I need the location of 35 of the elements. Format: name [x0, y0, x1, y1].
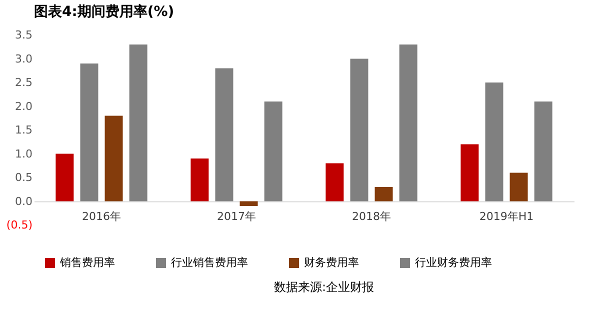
bar: [56, 154, 74, 202]
bar: [534, 102, 552, 202]
y-tick-label: 3.0: [15, 52, 32, 66]
y-tick-label: 0.5: [15, 171, 32, 184]
bar: [326, 163, 344, 202]
bar: [399, 44, 418, 202]
bar: [190, 158, 209, 202]
y-tick-label: 2.0: [15, 100, 32, 113]
legend-label: 销售费用率: [59, 256, 115, 269]
y-tick-label: 1.0: [15, 147, 32, 160]
chart-title: 图表4:期间费用率(%): [34, 3, 174, 20]
bar: [510, 172, 528, 202]
x-tick-label: 2016年: [82, 210, 121, 223]
bar: [460, 144, 479, 202]
bar: [129, 44, 148, 202]
legend-label: 行业财务费用率: [415, 256, 492, 269]
x-tick-label: 2018年: [352, 210, 391, 223]
source-note: 数据来源:企业财报: [274, 280, 374, 294]
bar: [240, 201, 258, 206]
y-tick-label: 3.5: [15, 28, 32, 42]
bar: [104, 116, 123, 202]
bar: [374, 187, 393, 202]
x-tick-label: 2019年H1: [479, 210, 534, 223]
bar: [264, 102, 282, 202]
bar: [350, 58, 368, 202]
legend-label: 财务费用率: [304, 256, 359, 269]
y-tick-label: (0.5): [6, 218, 32, 232]
x-tick-label: 2017年: [217, 210, 256, 223]
legend-label: 行业销售费用率: [171, 256, 248, 269]
y-tick-label: 1.5: [15, 124, 32, 136]
bar: [215, 68, 234, 202]
y-tick-label: 0.0: [15, 194, 32, 208]
bar: [485, 82, 504, 202]
bar: [80, 64, 98, 202]
y-tick-label: 2.5: [15, 76, 32, 89]
